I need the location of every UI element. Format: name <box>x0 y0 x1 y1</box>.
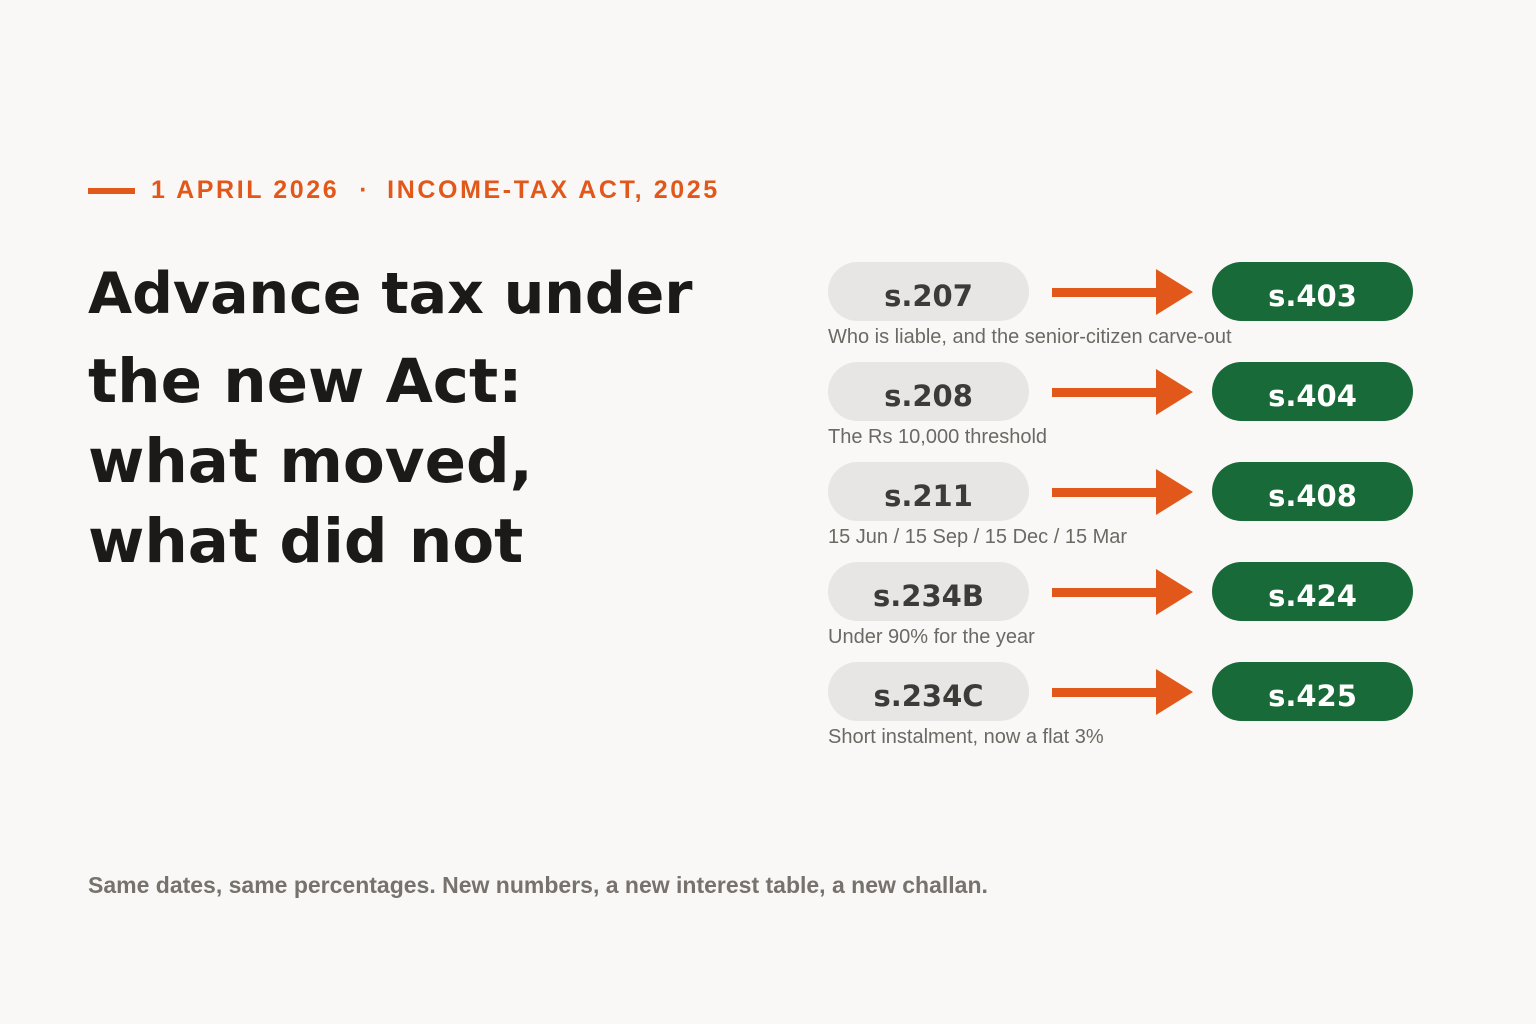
title-line-2: the new Act: <box>88 346 523 417</box>
old-section-pill: s.208 <box>828 362 1029 421</box>
arrow-head <box>1156 269 1193 315</box>
mapping-description: Under 90% for the year <box>828 626 1035 648</box>
mapping-row: s.211 s.408 15 Jun / 15 Sep / 15 Dec / 1… <box>828 462 1428 562</box>
mapping-row: s.234C s.425 Short instalment, now a fla… <box>828 662 1428 762</box>
eyebrow-date: 1 APRIL 2026 <box>151 176 340 204</box>
new-section-pill: s.408 <box>1212 462 1413 521</box>
mapping-description: 15 Jun / 15 Sep / 15 Dec / 15 Mar <box>828 526 1128 548</box>
new-section-pill: s.404 <box>1212 362 1413 421</box>
arrow-shaft <box>1052 288 1158 297</box>
old-section-pill: s.207 <box>828 262 1029 321</box>
eyebrow-act: INCOME-TAX ACT, 2025 <box>387 176 720 204</box>
arrow-head <box>1156 569 1193 615</box>
new-section-pill: s.425 <box>1212 662 1413 721</box>
mapping-description: Who is liable, and the senior-citizen ca… <box>828 326 1232 348</box>
arrow-right-icon <box>1052 569 1193 615</box>
arrow-right-icon <box>1052 669 1193 715</box>
eyebrow-separator: · <box>359 176 371 204</box>
arrow-shaft <box>1052 688 1158 697</box>
section-mapping-list: s.207 s.403 Who is liable, and the senio… <box>828 262 1428 762</box>
arrow-head <box>1156 369 1193 415</box>
title-line-3: what moved, <box>88 426 533 497</box>
arrow-shaft <box>1052 488 1158 497</box>
old-section-pill: s.234C <box>828 662 1029 721</box>
mapping-row: s.234B s.424 Under 90% for the year <box>828 562 1428 662</box>
mapping-description: Short instalment, now a flat 3% <box>828 726 1104 748</box>
mapping-row: s.207 s.403 Who is liable, and the senio… <box>828 262 1428 362</box>
accent-dash <box>88 187 135 194</box>
old-section-pill: s.211 <box>828 462 1029 521</box>
new-section-pill: s.424 <box>1212 562 1413 621</box>
mapping-description: The Rs 10,000 threshold <box>828 426 1048 448</box>
arrow-right-icon <box>1052 269 1193 315</box>
mapping-row: s.208 s.404 The Rs 10,000 threshold <box>828 362 1428 462</box>
arrow-right-icon <box>1052 369 1193 415</box>
arrow-shaft <box>1052 388 1158 397</box>
eyebrow: 1 APRIL 2026 · INCOME-TAX ACT, 2025 <box>88 176 720 205</box>
arrow-head <box>1156 669 1193 715</box>
footnote: Same dates, same percentages. New number… <box>88 872 988 898</box>
title-line-1: Advance tax under <box>88 261 693 327</box>
page-title: Advance tax under the new Act: what move… <box>88 258 748 582</box>
arrow-right-icon <box>1052 469 1193 515</box>
arrow-shaft <box>1052 588 1158 597</box>
title-line-4: what did not <box>88 506 524 577</box>
old-section-pill: s.234B <box>828 562 1029 621</box>
arrow-head <box>1156 469 1193 515</box>
new-section-pill: s.403 <box>1212 262 1413 321</box>
